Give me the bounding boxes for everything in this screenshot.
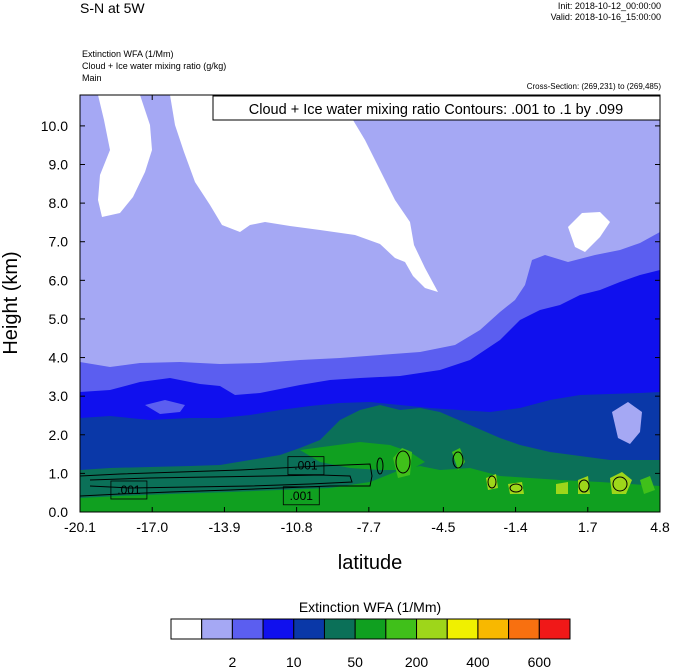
y-tick-label: 6.0 — [49, 272, 69, 288]
field-blob-6 — [578, 476, 590, 494]
colorbar-swatch — [262, 618, 295, 640]
y-tick-label: 7.0 — [49, 234, 69, 250]
colorbar-swatch — [477, 618, 510, 640]
field-pocket-right — [612, 402, 642, 444]
x-tick-label: 4.8 — [650, 519, 670, 535]
mixing-ratio-contours — [80, 450, 628, 497]
colorbar-swatch — [385, 618, 418, 640]
clear-region-upper-center — [170, 95, 438, 292]
contour-ring-4 — [509, 483, 523, 493]
chart-title: S-N at 5W — [80, 0, 145, 16]
field-pocket-upper — [145, 400, 185, 414]
x-tick-label: -7.7 — [357, 519, 381, 535]
colorbar-title: Extinction WFA (1/Mm) — [299, 599, 441, 615]
contour-ring-6 — [612, 476, 628, 492]
x-axis-title: latitude — [338, 552, 403, 574]
y-tick-label: 4.0 — [49, 350, 69, 366]
field-label-main: Main — [82, 73, 102, 83]
contour-line-mid — [89, 474, 353, 489]
y-axis: 0.0 1.0 2.0 3.0 4.0 5.0 6.0 7.0 8.0 9.0 10.0 — [41, 118, 660, 520]
contour-legend-box — [212, 95, 661, 121]
colorbar-swatch — [293, 618, 325, 640]
plot-frame — [79, 94, 661, 513]
x-tick-label: 1.7 — [578, 519, 598, 535]
contour-ring-7 — [376, 457, 384, 475]
contour-labels: .001 .001 .001 — [110, 456, 325, 506]
contour-legend-text: Cloud + Ice water mixing ratio Contours:… — [249, 102, 623, 118]
contour-label: .001 — [117, 483, 141, 497]
colorbar-swatch — [538, 618, 571, 640]
contour-label-box — [282, 486, 320, 506]
field-level-green-upper — [300, 442, 425, 470]
colorbar-swatch — [354, 618, 387, 640]
colorbar-swatch — [231, 618, 264, 640]
y-axis-title: Height (km) — [0, 251, 22, 354]
y-tick-label: 3.0 — [49, 388, 69, 404]
contour-ring-2 — [452, 451, 464, 469]
x-tick-label: -13.9 — [208, 519, 240, 535]
contour-ring-1 — [395, 450, 411, 474]
colorbar-label: 2 — [228, 654, 236, 668]
x-tick-label: -4.5 — [431, 519, 455, 535]
field-blob-7 — [610, 472, 632, 494]
y-tick-label: 1.0 — [49, 465, 69, 481]
valid-time: Valid: 2018-10-16_15:00:00 — [550, 12, 661, 22]
colorbar-label: 50 — [347, 654, 363, 668]
plot-area — [80, 95, 660, 512]
cross-section-label: Cross-Section: (269,231) to (269,485) — [526, 82, 661, 91]
clear-region-upper-left — [98, 95, 152, 217]
y-tick-label: 10.0 — [41, 118, 68, 134]
x-axis: -20.1 -17.0 -13.9 -10.8 -7.7 -4.5 -1.4 1.7 4.8 — [64, 95, 670, 535]
contour-ring-5 — [578, 479, 590, 493]
colorbar-label: 10 — [286, 654, 302, 668]
y-tick-label: 9.0 — [49, 157, 69, 173]
field-label-mixing-ratio: Cloud + Ice water mixing ratio (g/kg) — [82, 61, 227, 71]
colorbar: 2 10 50 200 400 600 — [170, 618, 571, 668]
x-tick-label: -20.1 — [64, 519, 96, 535]
colorbar-label: 400 — [466, 654, 490, 668]
y-tick-label: 5.0 — [49, 311, 69, 327]
contour-line-low — [80, 463, 373, 497]
contour-ring-3 — [487, 475, 497, 489]
field-label-extinction: Extinction WFA (1/Mm) — [82, 49, 174, 59]
contour-label: .001 — [294, 459, 318, 473]
contour-legend: Cloud + Ice water mixing ratio Contours:… — [212, 95, 661, 121]
colorbar-label: 600 — [528, 654, 552, 668]
colorbar-label: 200 — [405, 654, 429, 668]
x-tick-label: -17.0 — [136, 519, 168, 535]
field-blob-8 — [640, 476, 655, 494]
colorbar-swatch — [416, 618, 448, 640]
colorbar-swatch — [323, 618, 356, 640]
x-tick-label: -1.4 — [504, 519, 528, 535]
colorbar-swatch — [508, 618, 540, 640]
x-tick-label: -10.8 — [281, 519, 313, 535]
contour-label-box — [287, 456, 325, 476]
colorbar-swatch — [170, 618, 203, 640]
colorbar-swatch — [446, 618, 479, 640]
y-tick-label: 2.0 — [49, 427, 69, 443]
init-time: Init: 2018-10-12_00:00:00 — [557, 1, 661, 11]
colorbar-swatch — [201, 618, 233, 640]
clear-region-right — [568, 212, 610, 252]
field-blob-5 — [556, 482, 568, 494]
y-tick-label: 8.0 — [49, 195, 69, 211]
y-tick-label: 0.0 — [49, 504, 69, 520]
contour-label-box — [110, 480, 148, 500]
contour-label: .001 — [290, 489, 314, 503]
field-level-green — [80, 466, 660, 512]
